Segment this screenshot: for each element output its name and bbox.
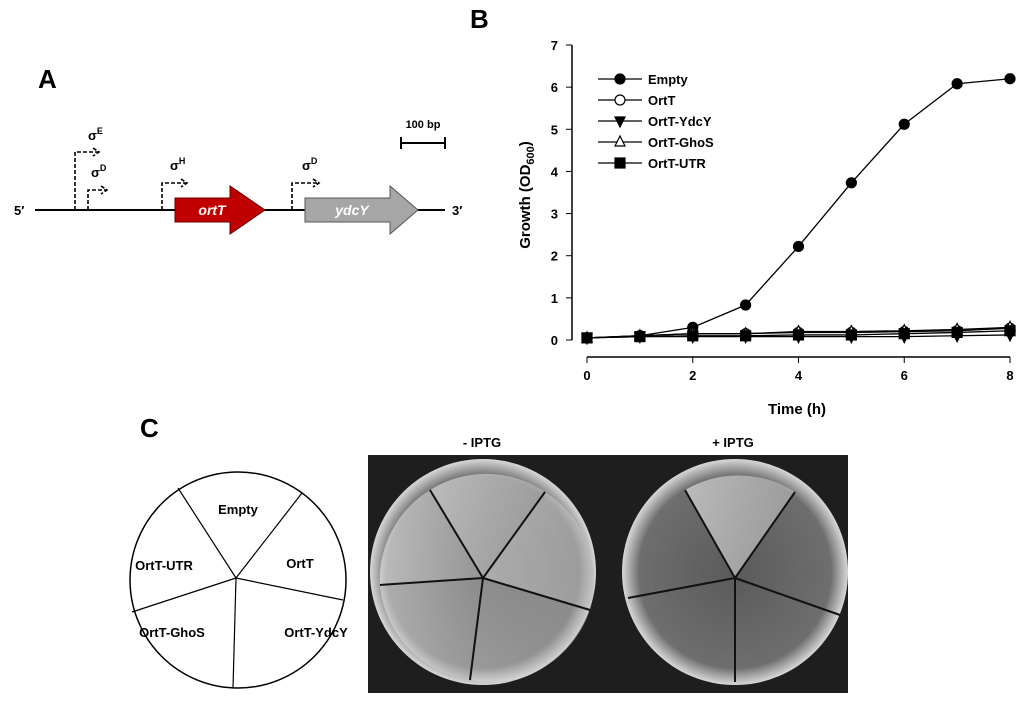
point [845, 329, 857, 341]
y-tick-label: 4 [551, 164, 559, 179]
plate-title: - IPTG [463, 435, 501, 450]
legend-label: OrtT-YdcY [648, 114, 712, 129]
point [792, 329, 805, 341]
sigma: σ [88, 128, 97, 143]
plate-title: + IPTG [712, 435, 754, 450]
sector-label: OrtT-UTR [135, 558, 193, 573]
gene-ortT [174, 185, 266, 235]
y-tick-label: 7 [551, 38, 558, 53]
y-tick-label: 0 [551, 333, 558, 348]
y-tick-label: 6 [551, 80, 558, 95]
sigma-sup: H [179, 156, 186, 166]
x-tick-label: 0 [583, 368, 590, 383]
sector-label: Empty [218, 502, 259, 517]
sector-lines [131, 487, 344, 689]
panel-label: B [470, 4, 489, 34]
point [951, 326, 963, 339]
x-tick-label: 8 [1006, 368, 1013, 383]
y-tick-label: 5 [551, 122, 558, 137]
x-tick-label: 4 [795, 368, 803, 383]
point [951, 78, 963, 90]
legend-marker [614, 94, 626, 106]
sigma-label: σD [302, 156, 318, 173]
legend-label: OrtT-UTR [648, 156, 706, 171]
sigma-label: σH [170, 156, 185, 173]
y-axis-label: Growth (OD600) [517, 141, 537, 249]
plate-plus [622, 459, 848, 685]
sigma: σ [302, 158, 311, 173]
point [740, 299, 752, 311]
panel-label: C [140, 413, 159, 443]
point [898, 118, 910, 130]
plate-minus [370, 459, 596, 685]
three-prime: 3′ [452, 203, 462, 218]
point [1004, 73, 1016, 85]
point [687, 330, 699, 342]
sector-label: OrtT [286, 556, 314, 571]
five-prime: 5′ [14, 203, 24, 218]
x-tick-label: 2 [689, 368, 696, 383]
sigma-label: σD [91, 163, 107, 180]
sigma-label: σE [88, 126, 103, 143]
scale-label: 100 bp [406, 119, 441, 131]
point [1004, 325, 1016, 337]
point [792, 240, 805, 253]
legend-label: OrtT-GhoS [648, 135, 714, 150]
legend-marker [614, 134, 626, 147]
plate-map [129, 471, 347, 689]
sector-label: OrtT-GhoS [139, 625, 205, 640]
x-tick-label: 6 [901, 368, 908, 383]
legend-label: OrtT [648, 93, 676, 108]
y-label-sub: 600 [525, 146, 537, 164]
panel-c: C Empty OrtT OrtT-YdcY OrtT-GhoS OrtT-UT… [129, 413, 848, 693]
sigma: σ [170, 158, 179, 173]
y-label-end: ) [517, 141, 534, 146]
point [845, 177, 857, 189]
sigma-sup: E [97, 126, 103, 136]
point [740, 330, 752, 342]
gene-label: ydcY [334, 202, 370, 218]
sigma-sup: D [311, 156, 318, 166]
promoter-arrows [74, 147, 321, 210]
y-tick-label: 3 [551, 207, 558, 222]
y-tick-label: 2 [551, 249, 558, 264]
gene-ydcY [304, 184, 419, 236]
sigma: σ [91, 165, 100, 180]
legend-label: Empty [648, 72, 689, 87]
y-tick-label: 1 [551, 291, 558, 306]
panel-label: A [38, 64, 57, 94]
point [898, 328, 910, 340]
x-axis-label: Time (h) [768, 401, 826, 418]
legend-marker [614, 116, 626, 129]
panel-b: B 0 1 2 3 4 5 6 7 0 2 4 6 8 Time (h) Growth (OD600) Emp… [470, 4, 1016, 418]
legend-marker [614, 73, 626, 85]
point [581, 332, 593, 344]
sector-label: OrtT-YdcY [284, 625, 348, 640]
gene-label: ortT [198, 202, 227, 218]
y-label-main: Growth (OD [517, 164, 534, 248]
scale-bar [400, 137, 446, 149]
point [634, 331, 646, 343]
sigma-sup: D [100, 163, 107, 173]
legend-marker [614, 157, 626, 169]
